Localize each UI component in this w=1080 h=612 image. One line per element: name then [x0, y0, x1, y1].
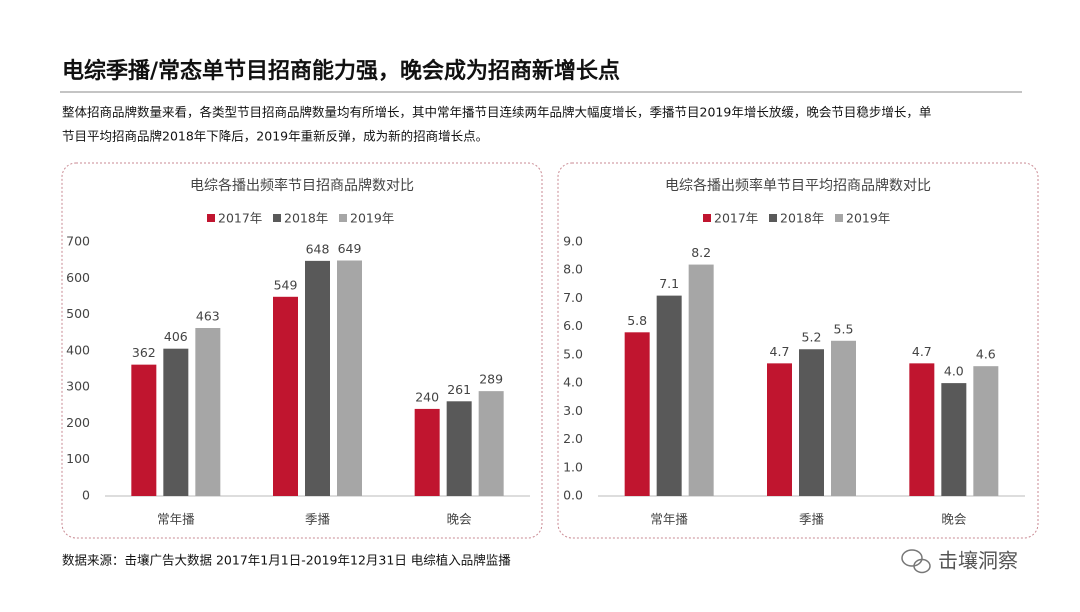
source-note: 数据来源：击壤广告大数据 2017年1月1日-2019年12月31日 电综植入品…: [62, 553, 511, 568]
y-tick-label: 200: [66, 415, 90, 430]
bar: [831, 340, 856, 496]
bar: [273, 296, 298, 496]
y-tick-label: 4.0: [563, 375, 583, 390]
data-label: 4.0: [944, 364, 964, 379]
y-tick-label: 700: [66, 234, 90, 249]
bar: [478, 391, 504, 496]
y-tick-label: 500: [66, 306, 90, 321]
bar: [973, 366, 999, 496]
data-label: 5.2: [802, 330, 822, 345]
y-tick-label: 9.0: [563, 234, 583, 249]
data-label: 240: [415, 389, 439, 404]
data-label: 4.6: [976, 347, 996, 362]
legend-label: 2017年: [218, 211, 262, 226]
bar: [195, 327, 221, 496]
y-tick-label: 0.0: [563, 488, 583, 503]
panel: [557, 162, 1039, 539]
data-label: 8.2: [691, 245, 711, 260]
data-label: 5.5: [834, 321, 854, 336]
y-tick-label: 100: [66, 451, 90, 466]
bar: [624, 332, 650, 496]
data-label: 5.8: [627, 313, 647, 328]
y-tick-label: 2.0: [563, 431, 583, 446]
legend-label: 2017年: [714, 211, 758, 226]
slide-title: 电综季播/常态单节目招商能力强，晚会成为招商新增长点: [62, 58, 620, 84]
y-tick-label: 400: [66, 342, 90, 357]
y-tick-label: 1.0: [563, 459, 583, 474]
bar: [131, 364, 157, 496]
brand: 击壤洞察: [938, 549, 1018, 573]
description-line: 节目平均招商品牌2018年下降后，2019年重新反弹，成为新的招商增长点。: [62, 129, 488, 144]
legend-swatch: [835, 214, 843, 222]
x-tick-label: 常年播: [157, 512, 195, 527]
bar: [656, 295, 682, 496]
x-tick-label: 常年播: [650, 512, 688, 527]
legend-label: 2019年: [846, 211, 890, 226]
y-tick-label: 7.0: [563, 290, 583, 305]
legend-swatch: [339, 214, 347, 222]
x-tick-label: 季播: [305, 512, 331, 527]
legend-swatch: [703, 214, 711, 222]
x-tick-label: 晚会: [447, 512, 473, 527]
data-label: 261: [447, 382, 471, 397]
panel: [61, 162, 543, 539]
wechat-icon: [901, 549, 931, 574]
legend-swatch: [273, 214, 281, 222]
data-label: 4.7: [912, 344, 932, 359]
description-line: 整体招商品牌数量来看，各类型节目招商品牌数量均有所增长，其中常年播节目连续两年品…: [62, 105, 931, 120]
data-label: 362: [132, 345, 156, 360]
chart-title: 电综各播出频率节目招商品牌数对比: [190, 177, 414, 194]
x-tick-label: 晚会: [941, 512, 967, 527]
y-tick-label: 0: [82, 488, 90, 503]
bar: [446, 401, 472, 496]
data-label: 7.1: [659, 276, 679, 291]
data-label: 289: [479, 372, 503, 387]
bar: [767, 363, 792, 496]
bar: [163, 348, 189, 496]
bar: [909, 363, 935, 496]
data-label: 4.7: [770, 344, 790, 359]
data-label: 463: [196, 308, 220, 323]
data-label: 406: [164, 329, 188, 344]
legend-label: 2019年: [350, 211, 394, 226]
y-tick-label: 8.0: [563, 262, 583, 277]
data-label: 648: [306, 241, 330, 256]
y-tick-label: 600: [66, 270, 90, 285]
legend-label: 2018年: [284, 211, 328, 226]
legend-swatch: [769, 214, 777, 222]
data-label: 549: [274, 277, 298, 292]
legend-swatch: [207, 214, 215, 222]
y-tick-label: 300: [66, 379, 90, 394]
y-tick-label: 6.0: [563, 318, 583, 333]
y-tick-label: 3.0: [563, 403, 583, 418]
bar: [941, 383, 967, 496]
bar: [414, 408, 440, 496]
legend-label: 2018年: [780, 211, 824, 226]
data-label: 649: [338, 241, 362, 256]
bar: [688, 264, 714, 496]
bar: [337, 260, 362, 496]
bar: [305, 260, 330, 496]
y-tick-label: 5.0: [563, 346, 583, 361]
bar: [799, 349, 824, 496]
x-tick-label: 季播: [799, 512, 825, 527]
chart-title: 电综各播出频率单节目平均招商品牌数对比: [665, 177, 931, 194]
